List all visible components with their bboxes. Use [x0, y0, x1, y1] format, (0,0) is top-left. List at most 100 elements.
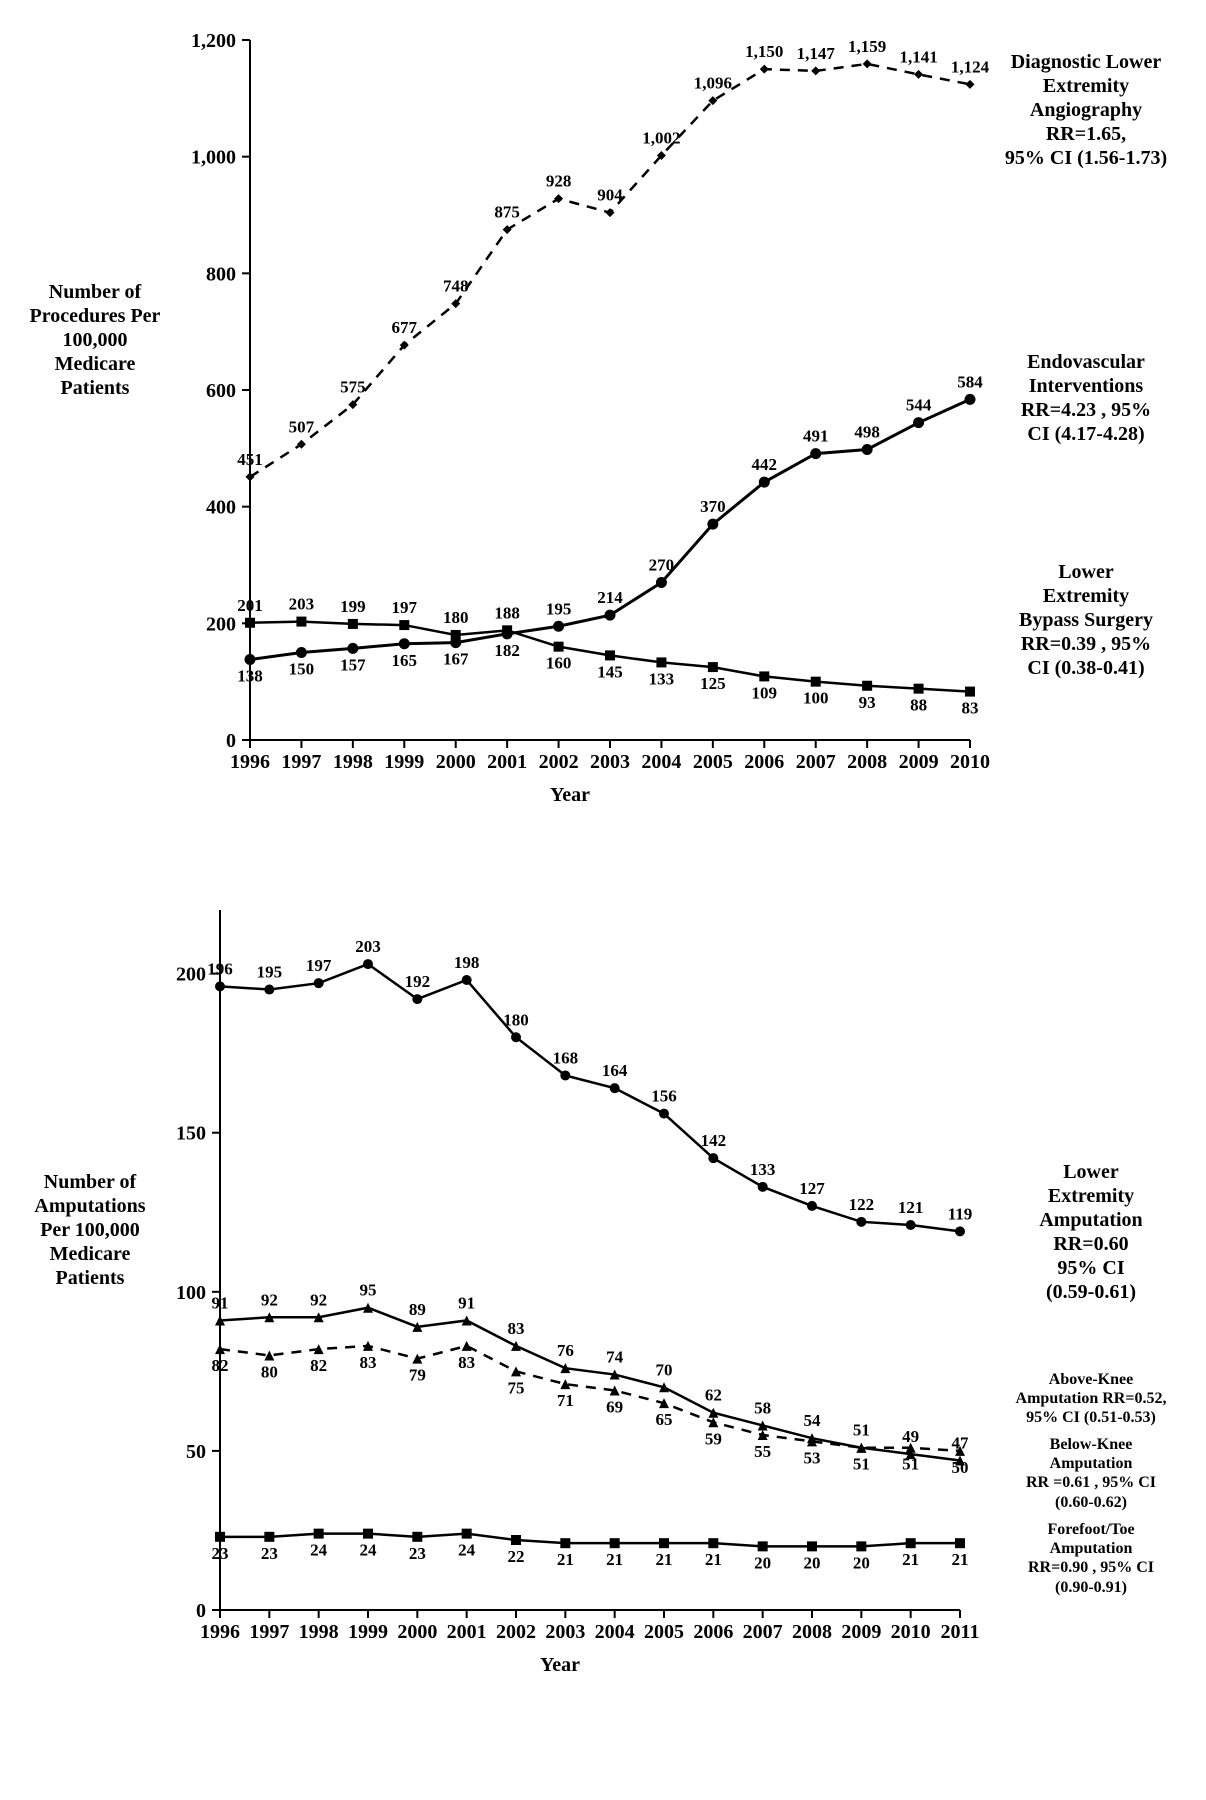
svg-text:54: 54: [804, 1411, 822, 1430]
chart2-ylabel: Number ofAmputationsPer 100,000MedicareP…: [20, 1170, 160, 1290]
svg-text:198: 198: [454, 953, 480, 972]
svg-text:442: 442: [752, 455, 778, 474]
svg-text:109: 109: [752, 683, 778, 702]
svg-text:2007: 2007: [743, 1621, 783, 1643]
chart1-xlabel-text: Year: [550, 784, 590, 806]
svg-text:2006: 2006: [693, 1621, 733, 1643]
svg-text:83: 83: [508, 1319, 525, 1338]
svg-text:1999: 1999: [348, 1621, 388, 1643]
svg-text:1,159: 1,159: [848, 37, 886, 56]
svg-text:1,002: 1,002: [642, 129, 680, 148]
svg-text:195: 195: [257, 963, 283, 982]
svg-text:21: 21: [656, 1550, 673, 1569]
svg-text:904: 904: [597, 186, 623, 205]
svg-text:197: 197: [392, 598, 418, 617]
svg-text:1,147: 1,147: [797, 44, 836, 63]
svg-text:928: 928: [546, 172, 572, 191]
svg-text:20: 20: [804, 1553, 821, 1572]
chart2-forefoot-label: Forefoot/ToeAmputationRR=0.90 , 95% CI(0…: [996, 1520, 1186, 1597]
svg-text:2003: 2003: [590, 751, 630, 773]
svg-text:95: 95: [360, 1281, 377, 1300]
svg-text:1997: 1997: [281, 751, 321, 773]
svg-text:50: 50: [186, 1441, 206, 1463]
svg-text:1996: 1996: [200, 1621, 240, 1643]
svg-text:451: 451: [237, 450, 263, 469]
svg-text:79: 79: [409, 1366, 426, 1385]
svg-text:69: 69: [606, 1397, 623, 1416]
svg-text:20: 20: [853, 1553, 870, 1572]
svg-text:92: 92: [261, 1290, 278, 1309]
svg-text:180: 180: [503, 1010, 529, 1029]
svg-text:400: 400: [206, 497, 236, 519]
svg-text:370: 370: [700, 497, 726, 516]
chart1-bypass-label: LowerExtremityBypass SurgeryRR=0.39 , 95…: [986, 560, 1186, 680]
svg-text:138: 138: [237, 667, 263, 686]
svg-text:2000: 2000: [397, 1621, 437, 1643]
chart2-below-knee-label: Below-KneeAmputationRR =0.61 , 95% CI(0.…: [996, 1435, 1186, 1512]
svg-text:160: 160: [546, 654, 572, 673]
svg-text:2005: 2005: [693, 751, 733, 773]
svg-text:71: 71: [557, 1391, 574, 1410]
svg-text:83: 83: [360, 1353, 377, 1372]
svg-text:127: 127: [799, 1179, 825, 1198]
svg-text:65: 65: [656, 1410, 673, 1429]
svg-text:182: 182: [494, 641, 520, 660]
svg-text:2008: 2008: [792, 1621, 832, 1643]
svg-text:2002: 2002: [496, 1621, 536, 1643]
svg-text:491: 491: [803, 427, 829, 446]
svg-text:0: 0: [226, 730, 236, 752]
svg-text:180: 180: [443, 608, 469, 627]
svg-text:93: 93: [859, 693, 876, 712]
svg-text:23: 23: [409, 1544, 426, 1563]
svg-text:157: 157: [340, 655, 366, 674]
svg-text:544: 544: [906, 396, 932, 415]
svg-text:24: 24: [458, 1541, 476, 1560]
svg-text:92: 92: [310, 1290, 327, 1309]
svg-text:53: 53: [804, 1448, 821, 1467]
svg-text:188: 188: [494, 603, 520, 622]
svg-text:1,000: 1,000: [191, 147, 236, 169]
svg-text:2009: 2009: [841, 1621, 881, 1643]
label-text: Forefoot/ToeAmputationRR=0.90 , 95% CI(0…: [1028, 1521, 1154, 1596]
svg-text:200: 200: [176, 964, 206, 986]
svg-text:575: 575: [340, 378, 366, 397]
svg-text:167: 167: [443, 650, 469, 669]
label-text: EndovascularInterventionsRR=4.23 , 95%CI…: [1021, 351, 1151, 445]
svg-text:70: 70: [656, 1360, 673, 1379]
svg-text:51: 51: [853, 1455, 870, 1474]
chart1-container: Number ofProcedures Per100,000MedicarePa…: [20, 20, 1186, 830]
svg-text:507: 507: [289, 417, 315, 436]
chart2-xlabel: Year: [160, 1654, 960, 1677]
svg-text:2008: 2008: [847, 751, 887, 773]
svg-text:91: 91: [212, 1293, 229, 1312]
svg-text:55: 55: [754, 1442, 771, 1461]
svg-text:23: 23: [212, 1544, 229, 1563]
svg-text:875: 875: [494, 203, 520, 222]
svg-text:677: 677: [392, 318, 418, 337]
svg-text:2011: 2011: [941, 1621, 980, 1643]
svg-text:51: 51: [902, 1455, 919, 1474]
svg-text:2010: 2010: [891, 1621, 931, 1643]
svg-text:2004: 2004: [641, 751, 681, 773]
svg-text:195: 195: [546, 599, 572, 618]
svg-text:199: 199: [340, 597, 366, 616]
svg-text:1998: 1998: [333, 751, 373, 773]
svg-text:133: 133: [649, 669, 675, 688]
svg-text:82: 82: [212, 1356, 229, 1375]
svg-text:214: 214: [597, 588, 623, 607]
svg-text:203: 203: [355, 937, 381, 956]
svg-text:1,124: 1,124: [951, 57, 990, 76]
svg-text:88: 88: [910, 696, 927, 715]
chart1-ylabel-text: Number ofProcedures Per100,000MedicarePa…: [30, 281, 161, 399]
svg-text:21: 21: [902, 1550, 919, 1569]
svg-text:1996: 1996: [230, 751, 270, 773]
svg-text:2003: 2003: [545, 1621, 585, 1643]
label-text: Below-KneeAmputationRR =0.61 , 95% CI(0.…: [1026, 1436, 1156, 1511]
svg-text:83: 83: [458, 1353, 475, 1372]
svg-text:91: 91: [458, 1293, 475, 1312]
svg-text:164: 164: [602, 1061, 628, 1080]
svg-text:145: 145: [597, 662, 623, 681]
svg-text:168: 168: [553, 1048, 579, 1067]
svg-text:150: 150: [176, 1123, 206, 1145]
label-text: LowerExtremityBypass SurgeryRR=0.39 , 95…: [1019, 561, 1153, 679]
